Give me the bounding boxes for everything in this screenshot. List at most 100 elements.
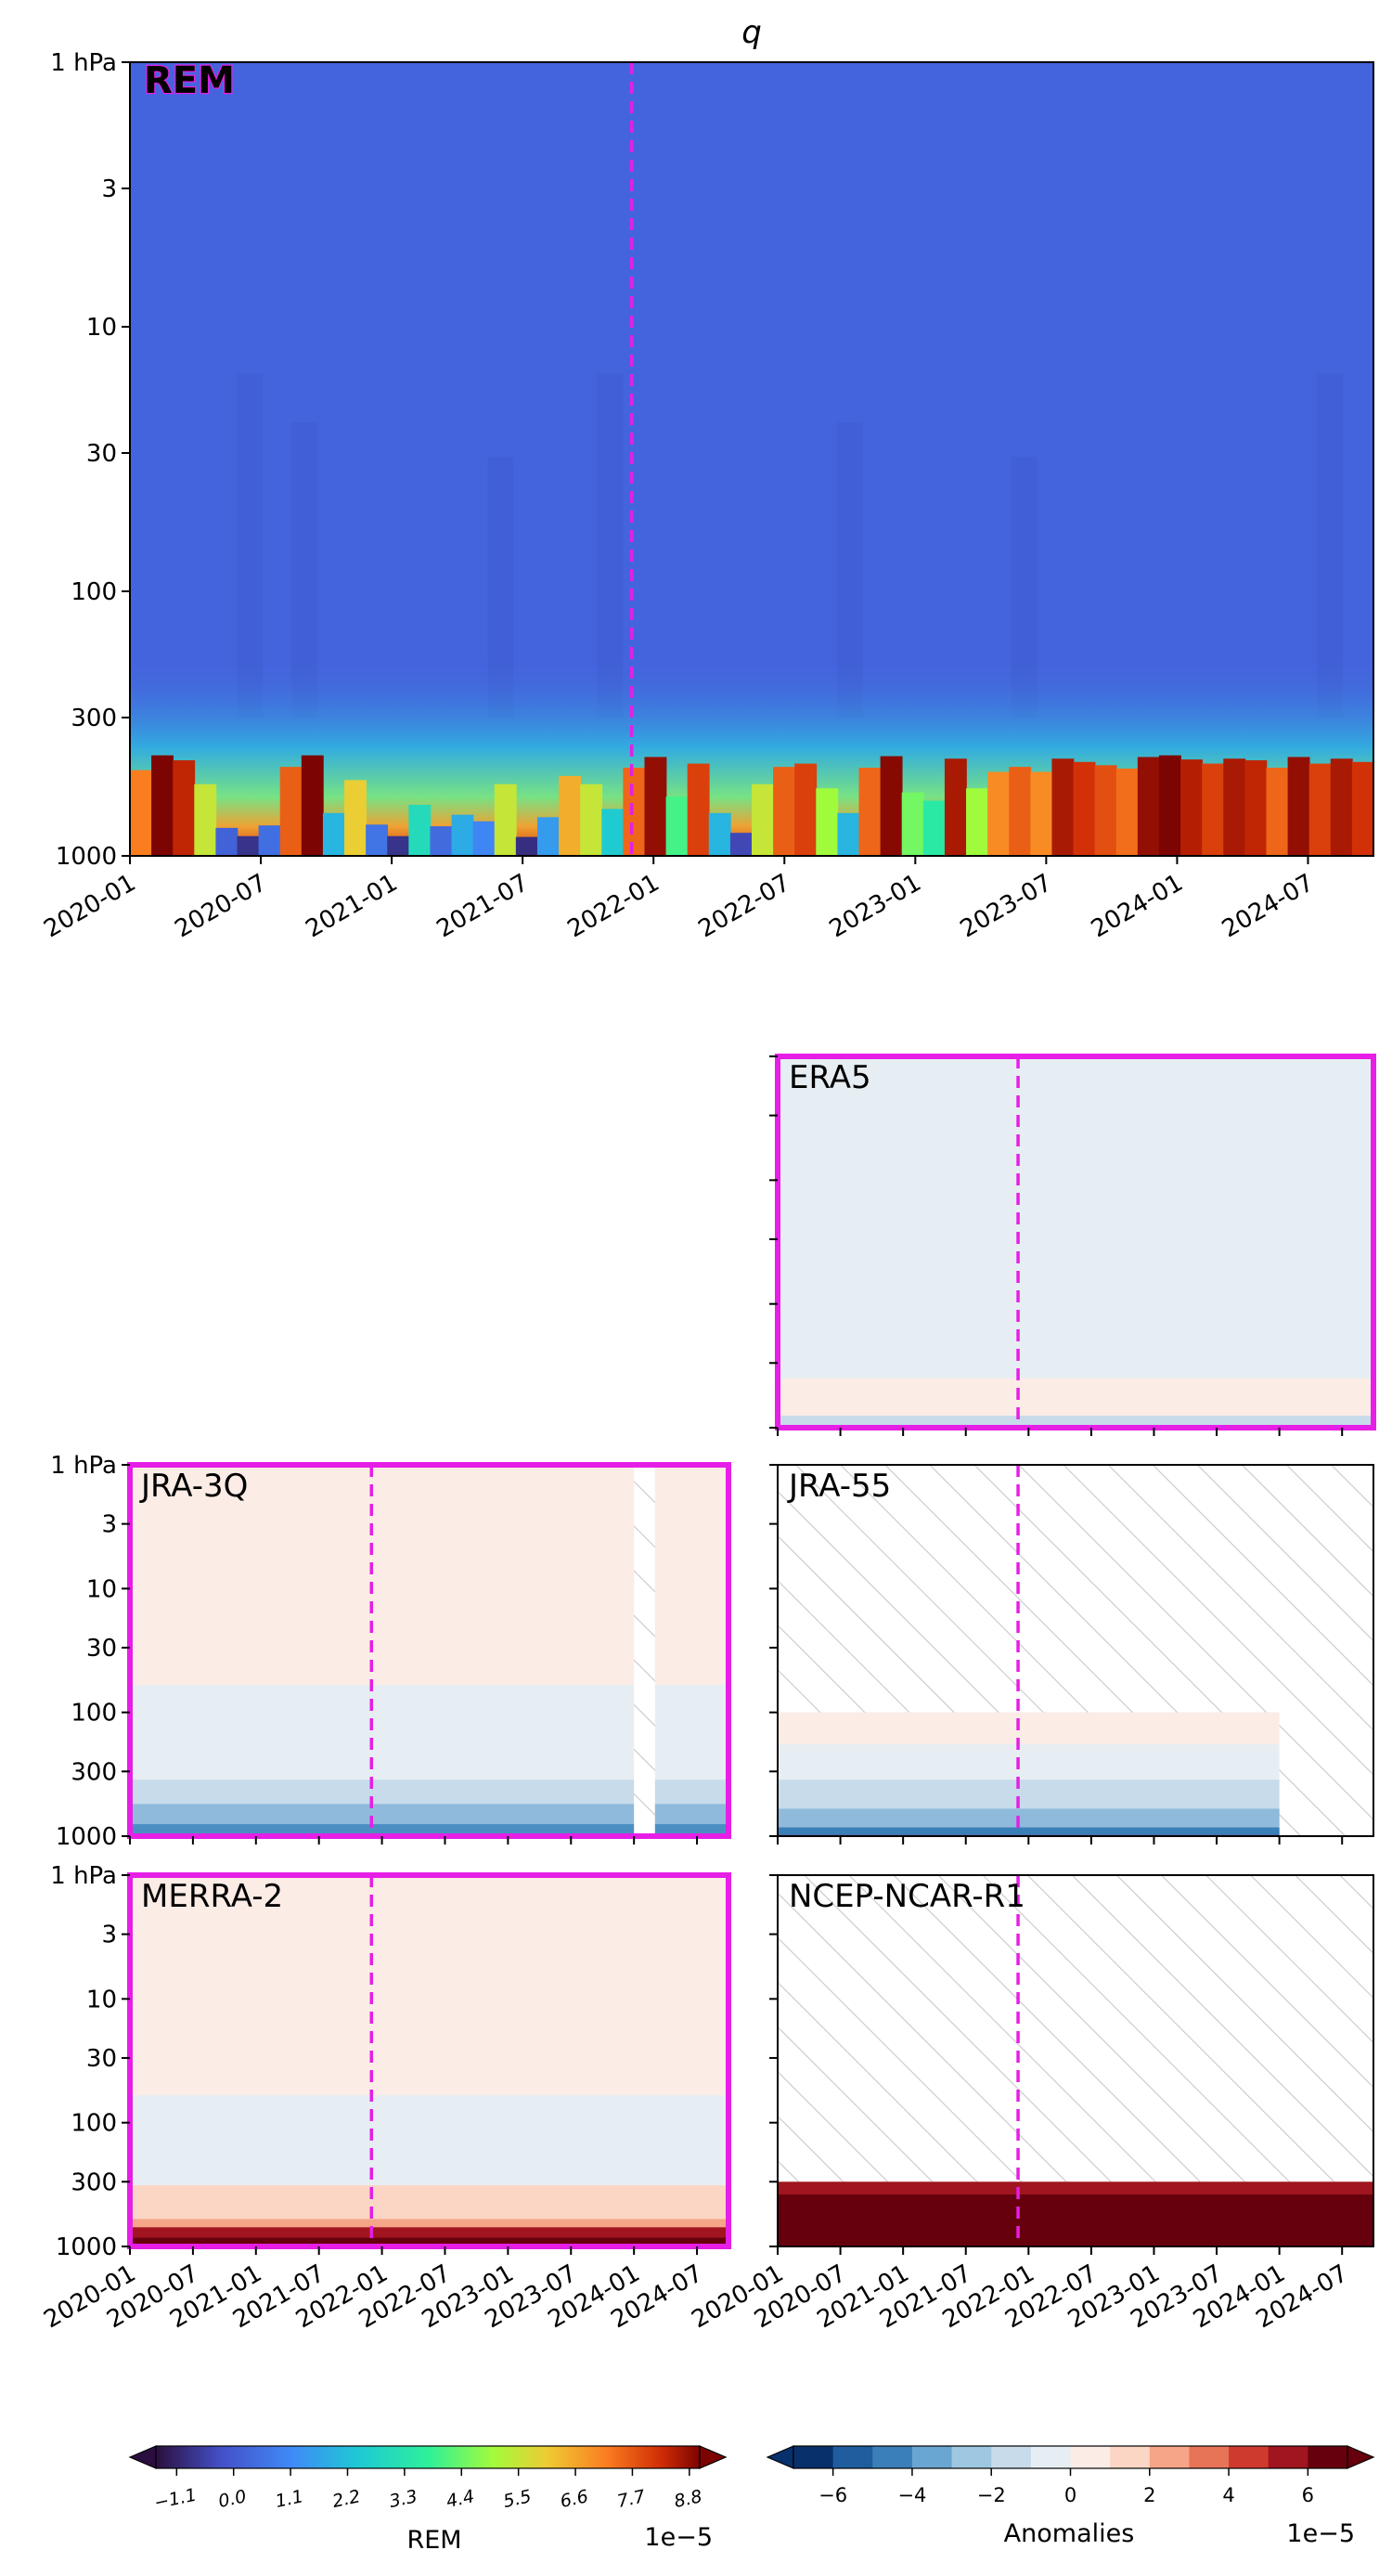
rem-panel-label: REM xyxy=(144,59,235,102)
rem-x-tick-label: 2021-07 xyxy=(432,869,534,943)
rem-surface-column xyxy=(494,783,517,856)
anomalies-colorbar-min-arrow xyxy=(766,2445,794,2469)
rem-surface-column xyxy=(773,767,796,856)
rem-x-tick-label: 2021-01 xyxy=(302,869,403,943)
rem-field xyxy=(130,373,1374,856)
rem-surface-column xyxy=(794,763,818,856)
rem-surface-column xyxy=(173,760,196,856)
panel-highlight-frame xyxy=(775,1054,1376,1430)
rem-surface-column xyxy=(559,775,581,856)
anomalies-colorbar-tick-label: −6 xyxy=(818,2484,847,2506)
rem-surface-column xyxy=(665,796,689,856)
anomalies-colorbar-segment xyxy=(832,2446,873,2468)
rem-surface-column xyxy=(194,783,217,856)
panel-y-tick-label: 10 xyxy=(86,1986,117,2013)
anomalies-colorbar-segment xyxy=(793,2446,834,2468)
anomalies-colorbar-segment xyxy=(1308,2446,1348,2468)
panel-label: JRA-3Q xyxy=(139,1468,248,1505)
anomalies-colorbar-segment xyxy=(1189,2446,1230,2468)
rem-x-axis: 2020-01 2020-07 2021-01 2021-07 2022-01 2022-… xyxy=(39,856,1319,943)
rem-colorbar-tick-label: −1.1 xyxy=(152,2485,199,2514)
panel-jra-55: JRA-55 xyxy=(769,1464,1374,1845)
rem-surface-column xyxy=(580,783,603,856)
panel-ncep-ncar-r1: NCEP-NCAR-R12020-012020-072021-012021-07… xyxy=(687,1874,1374,2334)
panel-y-tick-label: 10 xyxy=(86,1575,117,1603)
panel-highlight-frame xyxy=(127,1462,731,1839)
rem-surface-column xyxy=(922,800,946,856)
rem-x-tick-label: 2024-07 xyxy=(1218,869,1319,943)
rem-surface-column xyxy=(366,824,389,856)
reanalysis-panels: ERA5 JRA-3Q 1 hPa 3 10 30 100 300 1000 JRA-55 MERR… xyxy=(39,1054,1376,2334)
panel-label: NCEP-NCAR-R1 xyxy=(789,1878,1025,1915)
panel-y-tick-label: 30 xyxy=(86,2045,117,2073)
rem-surface-column xyxy=(1137,757,1160,856)
anomalies-colorbar-segment xyxy=(1070,2446,1111,2468)
rem-surface-column xyxy=(601,809,625,856)
rem-x-tick-label: 2022-07 xyxy=(694,869,795,943)
rem-surface-column xyxy=(858,768,882,856)
rem-surface-column xyxy=(966,788,988,856)
missing-months-hatch xyxy=(634,1465,655,1836)
rem-surface-column xyxy=(215,827,238,856)
anomalies-colorbar-tick-label: 2 xyxy=(1143,2484,1155,2506)
panel-frame xyxy=(777,1874,1374,2247)
anomalies-colorbar-scale: 1e−5 xyxy=(1286,2519,1355,2548)
panel-y-tick-label: 3 xyxy=(101,1511,117,1539)
anomalies-colorbar-tick-label: 4 xyxy=(1222,2484,1234,2506)
anomalies-colorbar-tick-label: 0 xyxy=(1064,2484,1076,2506)
rem-surface-column xyxy=(880,756,903,856)
rem-surface-column xyxy=(1158,755,1181,856)
rem-colorbar-scale: 1e−5 xyxy=(644,2523,713,2552)
anomalies-colorbar-tick-label: −2 xyxy=(977,2484,1006,2506)
rem-surface-column xyxy=(451,814,474,856)
rem-y-tick-label: 1 hPa xyxy=(50,49,117,77)
panel-label: MERRA-2 xyxy=(141,1878,283,1915)
anomaly-positive-upper xyxy=(130,1465,728,1686)
rem-surface-column xyxy=(344,780,367,856)
rem-surface-column xyxy=(816,788,839,856)
rem-y-tick-label: 300 xyxy=(71,705,117,732)
rem-x-tick-label: 2022-01 xyxy=(563,869,664,943)
anomalies-colorbar-segment xyxy=(951,2446,992,2468)
rem-colorbar-tick-label: 3.3 xyxy=(388,2486,419,2512)
figure-title: q xyxy=(741,14,762,51)
rem-surface-column xyxy=(258,825,281,856)
rem-surface-column xyxy=(1308,763,1332,856)
anomalies-colorbar-ticks: −6 −4 −2 0 2 4 6 xyxy=(818,2468,1314,2506)
rem-surface-column xyxy=(472,821,496,856)
rem-y-tick-label: 1000 xyxy=(56,843,117,871)
rem-colorbar-ticks: −1.1 0.0 1.1 2.2 3.3 4.4 5.5 6.6 7.7 8.8 xyxy=(152,2468,704,2514)
rem-surface-column xyxy=(1351,761,1374,856)
anomalies-colorbar: −6 −4 −2 0 2 4 6 Anomalies 1e−5 xyxy=(766,2445,1375,2548)
anomalies-colorbar-segment xyxy=(991,2446,1032,2468)
anomalies-colorbar-body xyxy=(766,2445,1375,2469)
rem-surface-column xyxy=(901,792,924,856)
rem-surface-column xyxy=(1115,768,1139,856)
rem-surface-column xyxy=(1180,759,1203,856)
rem-colorbar-tick-label: 1.1 xyxy=(274,2486,305,2512)
rem-surface-column xyxy=(430,826,453,856)
rem-surface-column xyxy=(837,812,860,856)
panel-label: JRA-55 xyxy=(787,1468,891,1505)
rem-surface-column xyxy=(944,758,967,856)
panel-merra-2: MERRA-21 hPa3103010030010002020-012020-0… xyxy=(39,1862,731,2334)
anomaly-band xyxy=(778,1827,1280,1836)
rem-surface-column xyxy=(623,768,646,856)
rem-y-tick-label: 10 xyxy=(86,314,117,342)
anomaly-band xyxy=(130,1824,728,1836)
panel-y-tick-label: 1 hPa xyxy=(50,1452,117,1480)
anomalies-colorbar-segment xyxy=(1110,2446,1151,2468)
rem-colorbar: −1.1 0.0 1.1 2.2 3.3 4.4 5.5 6.6 7.7 8.8 REM 1e−5 xyxy=(128,2445,728,2555)
panel-label: ERA5 xyxy=(789,1059,871,1096)
rem-colorbar-tick-label: 2.2 xyxy=(330,2486,362,2512)
rem-surface-column xyxy=(729,833,753,856)
panel-frame xyxy=(777,1464,1374,1837)
anomalies-colorbar-label: Anomalies xyxy=(1004,2519,1135,2548)
anomaly-positive-upper xyxy=(778,1712,1280,1744)
anomaly-base xyxy=(778,1056,1373,1428)
rem-surface-column xyxy=(130,770,152,856)
panel-y-tick-label: 1 hPa xyxy=(50,1862,117,1890)
rem-surface-column xyxy=(687,763,710,856)
